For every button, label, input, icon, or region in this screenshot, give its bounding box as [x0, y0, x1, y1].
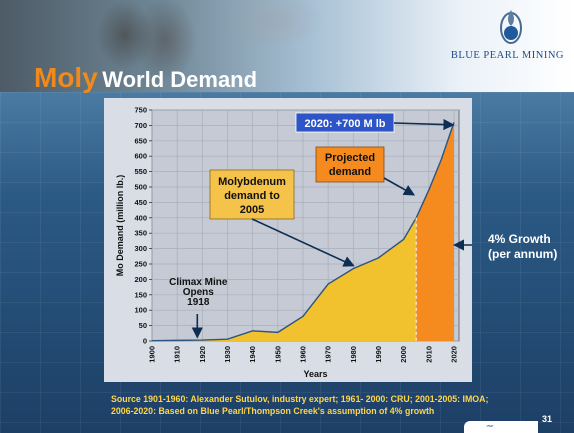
x-tick-label: 1970 [324, 346, 333, 363]
x-axis-label: Years [303, 369, 327, 379]
y-tick-label: 400 [134, 213, 147, 222]
y-tick-label: 650 [134, 136, 147, 145]
header-photo [30, 0, 330, 92]
y-tick-label: 550 [134, 167, 147, 176]
x-tick-label: 1920 [198, 346, 207, 363]
y-tick-label: 200 [134, 275, 147, 284]
x-tick-label: 2010 [424, 346, 433, 363]
x-tick-label: 1940 [248, 346, 257, 363]
projected-callout-box [315, 146, 385, 183]
y-tick-label: 450 [134, 198, 147, 207]
target-label: 2020: +700 M lb [304, 118, 385, 130]
historical-label-1: Molybdenum [218, 176, 286, 188]
x-tick-label: 1990 [374, 346, 383, 363]
projected-label-1: Projected [325, 152, 375, 164]
y-tick-label: 50 [139, 321, 147, 330]
y-tick-label: 700 [134, 121, 147, 130]
growth-line2: (per annum) [488, 247, 558, 261]
growth-line1: 4% Growth [488, 232, 551, 246]
x-tick-label: 1910 [173, 346, 182, 363]
historical-label-2: demand to [224, 190, 280, 202]
target-arrow [393, 118, 455, 131]
x-tick-label: 2000 [399, 346, 408, 363]
source-text: Source 1901-1960: Alexander Sutulov, ind… [111, 394, 489, 416]
target-callout-box [295, 112, 395, 133]
y-axis-label: Mo Demand (million lb.) [115, 175, 125, 277]
historical-callout-box [209, 169, 295, 220]
y-tick-label: 150 [134, 290, 147, 299]
powered-text: ⁓ [486, 423, 493, 430]
historical-arrow [251, 218, 355, 267]
y-tick-label: 600 [134, 152, 147, 161]
y-tick-label: 300 [134, 244, 147, 253]
y-tick-label: 350 [134, 229, 147, 238]
y-tick-label: 250 [134, 260, 147, 269]
growth-note: 4% Growth (per annum) [488, 232, 568, 262]
series-area-0 [152, 217, 417, 341]
x-tick-label: 1930 [223, 346, 232, 363]
y-tick-label: 750 [134, 106, 147, 115]
climax-label-3: 1918 [187, 297, 210, 308]
demand-line [151, 122, 455, 342]
x-tick-label: 1980 [349, 346, 358, 363]
page-number: 31 [542, 414, 553, 424]
series-area-1 [416, 122, 454, 341]
y-tick-label: 0 [143, 337, 147, 346]
climax-label-2: Opens [183, 287, 215, 298]
x-tick-label: 1960 [298, 346, 307, 363]
projected-arrow [383, 177, 416, 196]
y-tick-label: 100 [134, 306, 147, 315]
page-title: Moly World Demand [34, 62, 257, 94]
historical-label-3: 2005 [240, 204, 264, 216]
x-tick-label: 1900 [148, 346, 157, 363]
y-tick-label: 500 [134, 183, 147, 192]
powered-badge [464, 421, 538, 433]
climax-label-1: Climax Mine [169, 277, 228, 288]
title-highlight: Moly [34, 62, 98, 93]
x-tick-label: 1950 [273, 346, 282, 363]
projected-label-2: demand [329, 166, 371, 178]
logo-text: BLUE PEARL MINING [450, 50, 564, 61]
demand-chart: 0 50 100 150 200 250 300 350 400 450 500 550 600 650 7… [104, 98, 472, 382]
title-rest: World Demand [102, 67, 258, 92]
x-tick-label: 2020 [449, 346, 458, 363]
blue-pearl-logo-icon [500, 10, 522, 44]
